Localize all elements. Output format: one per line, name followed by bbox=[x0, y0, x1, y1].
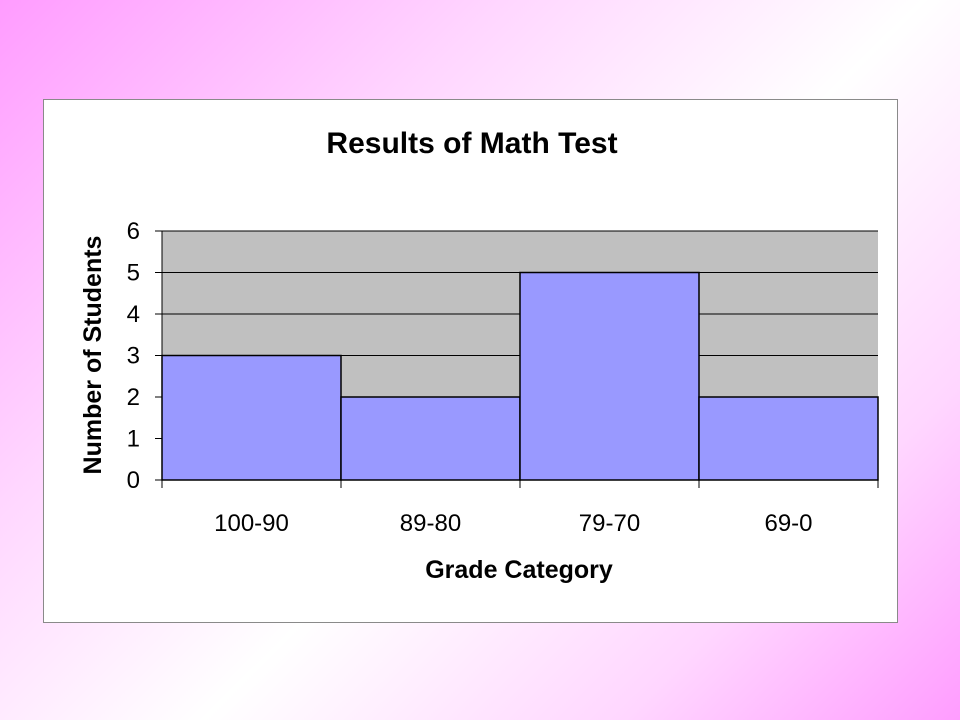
bar-69-0 bbox=[698, 396, 879, 481]
x-tick-label: 100-90 bbox=[214, 510, 289, 537]
bar-100-90 bbox=[161, 354, 342, 481]
bars bbox=[161, 271, 879, 481]
x-tick-label: 79-70 bbox=[579, 510, 640, 537]
y-tick-label: 1 bbox=[127, 426, 140, 453]
y-tick-label: 3 bbox=[127, 343, 140, 370]
x-axis-label: Grade Category bbox=[425, 556, 613, 584]
bar-79-70 bbox=[519, 271, 700, 481]
y-tick-label: 0 bbox=[127, 467, 140, 494]
x-tick-label: 89-80 bbox=[400, 510, 461, 537]
axes bbox=[155, 230, 879, 488]
y-axis-label: Number of Students bbox=[79, 236, 107, 475]
bar-89-80 bbox=[340, 396, 521, 481]
y-tick-label: 6 bbox=[127, 218, 140, 245]
y-tick-label: 5 bbox=[127, 260, 140, 287]
y-tick-label: 2 bbox=[127, 384, 140, 411]
y-tick-labels: 0 1 2 3 4 5 6 bbox=[127, 218, 140, 494]
x-tick-label: 69-0 bbox=[764, 510, 812, 537]
chart-title: Results of Math Test bbox=[326, 127, 617, 160]
y-tick-label: 4 bbox=[127, 301, 140, 328]
x-tick-labels: 100-90 89-80 79-70 69-0 bbox=[214, 510, 812, 537]
